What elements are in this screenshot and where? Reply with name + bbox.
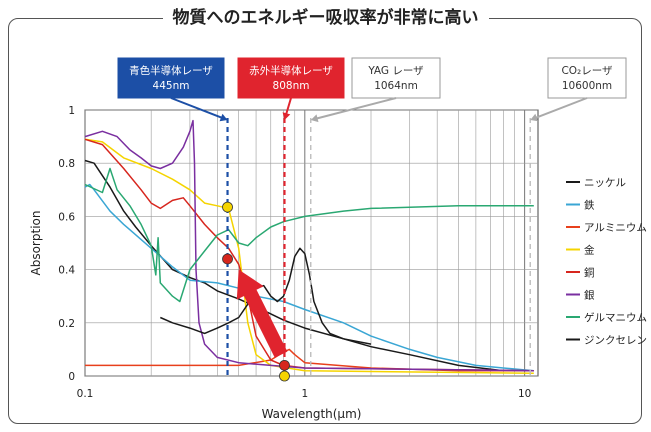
series-line-0 (84, 159, 534, 372)
laser-callout-box-0 (117, 57, 225, 99)
laser-connector-2 (315, 97, 397, 120)
laser-callout-name-0: 青色半導体レーザ (129, 64, 213, 77)
legend-label-2: アルミニウム (584, 222, 647, 234)
laser-callout-name-1: 赤外半導体レーザ (249, 64, 333, 77)
laser-connector-1 (285, 97, 292, 115)
y-tick-label: 0.4 (58, 265, 75, 277)
laser-callout-name-3: CO₂レーザ (561, 65, 613, 77)
legend-label-0: ニッケル (584, 177, 626, 189)
legend-label-6: ゲルマニウム (584, 312, 647, 324)
laser-callout-name-2: YAG レーザ (367, 65, 424, 77)
series-line-4 (84, 138, 534, 372)
legend-label-5: 銀 (584, 289, 595, 302)
laser-connector-0 (170, 97, 223, 119)
plot-area (84, 109, 539, 377)
absorption-marker-3 (279, 370, 290, 382)
y-tick-label: 0.8 (58, 158, 75, 170)
series-line-6 (84, 167, 534, 303)
laser-callout-wavelength-3: 10600nm (562, 80, 612, 92)
legend-label-7: ジンクセレン (584, 335, 647, 347)
laser-callout-box-1 (237, 57, 345, 99)
laser-connector-head-0 (219, 113, 228, 122)
legend-label-3: 金 (584, 244, 595, 257)
laser-connector-head-1 (282, 112, 291, 120)
series-line-5 (84, 119, 534, 372)
x-tick-label: 1 (301, 388, 308, 400)
series-line-3 (84, 138, 534, 375)
y-axis-label: Absorption (29, 211, 43, 276)
legend-label-4: 銅 (584, 266, 595, 279)
absorption-marker-1 (222, 253, 233, 265)
series-line-7 (160, 247, 372, 345)
y-tick-label: 0.6 (58, 211, 75, 223)
laser-callout-box-3 (547, 57, 627, 99)
laser-callout-box-2 (351, 57, 441, 99)
absorption-marker-2 (279, 359, 290, 371)
legend-label-1: 鉄 (584, 199, 595, 212)
laser-connector-head-2 (310, 114, 319, 123)
laser-connector-head-3 (530, 113, 539, 122)
x-tick-label: 0.1 (77, 388, 94, 400)
laser-callout-wavelength-0: 445nm (153, 80, 190, 92)
highlight-arrow (236, 269, 288, 358)
y-tick-label: 0.2 (58, 318, 75, 330)
y-tick-label: 1 (68, 105, 75, 117)
y-tick-label: 0 (68, 371, 75, 383)
x-axis-label: Wavelength(μm) (262, 407, 362, 421)
laser-callout-wavelength-2: 1064nm (374, 80, 418, 92)
laser-callout-wavelength-1: 808nm (273, 80, 310, 92)
x-tick-label: 10 (518, 388, 531, 400)
absorption-marker-0 (222, 201, 233, 213)
laser-connector-3 (535, 97, 588, 119)
